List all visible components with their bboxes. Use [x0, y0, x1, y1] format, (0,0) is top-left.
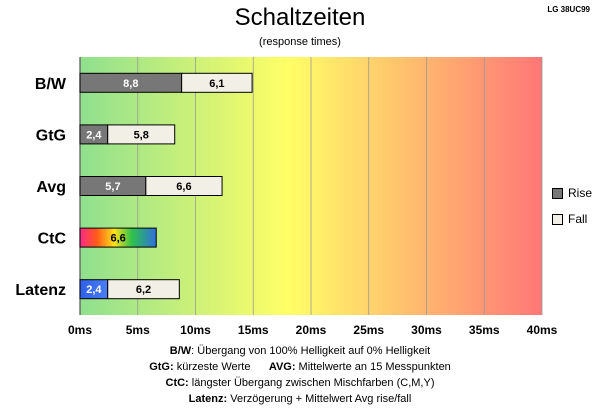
footer-line-latenz: Latenz: Verzögerung + Mittelwert Avg ris… [0, 391, 600, 407]
legend-item-rise: Rise [552, 180, 592, 206]
category-label: CtC [38, 231, 67, 248]
x-tick-label: 35ms [469, 323, 500, 337]
x-tick-label: 25ms [353, 323, 384, 337]
footer-text-avg: Mittelwerte an 15 Messpunkten [295, 361, 451, 373]
bar-rise-label: 6,6 [110, 233, 125, 245]
x-tick-label: 0ms [68, 323, 92, 337]
bar-fall-label: 6,6 [176, 181, 191, 193]
bar-fall-label: 6,2 [136, 284, 151, 296]
bar-rise [79, 227, 157, 248]
response-time-chart: 8,8 6,1 2,4 5,8 5,7 6,6 6,6 2,4 6,2 B/W GtG Avg CtC… [15, 57, 558, 337]
category-label: B/W [35, 76, 67, 93]
footer-line-ctc: CtC: längster Übergang zwischen Mischfar… [0, 375, 600, 391]
footer-text-bw: : Übergang von 100% Helligkeit auf 0% He… [191, 345, 431, 357]
category-label: Avg [36, 179, 66, 196]
footer-key-bw: B/W [169, 345, 192, 357]
x-tick-label: 40ms [527, 323, 558, 337]
fall-swatch-icon [552, 213, 563, 225]
bar-rise-label: 2,4 [86, 284, 102, 296]
x-tick-label: 15ms [238, 323, 269, 337]
chart-subtitle: (response times) [259, 36, 341, 48]
category-labels: B/W GtG Avg CtC Latenz [15, 76, 67, 299]
x-tick-label: 30ms [411, 323, 442, 337]
rise-swatch-icon [552, 187, 563, 199]
legend-rise-label: Rise [568, 186, 593, 200]
bar-fall [181, 72, 253, 93]
bar-fall [107, 279, 180, 300]
footer-key-latenz: Latenz: [188, 393, 228, 405]
footer-line-gtg-avg: GtG: kürzeste Werte AVG: Mittelwerte an … [0, 359, 600, 375]
footer-text-ctc: längster Übergang zwischen Mischfarben (… [188, 377, 435, 389]
monitor-model-label: LG 38UC99 [547, 5, 590, 14]
footer-key-avg: AVG: [268, 361, 296, 373]
footer-key-gtg: GtG: [149, 361, 174, 373]
legend-item-fall: Fall [552, 206, 592, 232]
footer-line-bw: B/W: Übergang von 100% Helligkeit auf 0%… [0, 343, 600, 359]
footer-text-gtg: kürzeste Werte [173, 361, 251, 373]
category-label: GtG [36, 127, 66, 144]
legend: Rise Fall [552, 180, 592, 232]
bar-fall [145, 176, 223, 196]
bar-rise-label: 2,4 [86, 129, 102, 141]
footer-text-latenz: Verzögerung + Mittelwert Avg rise/fall [227, 393, 412, 405]
bar-fall-label: 5,8 [134, 129, 149, 141]
x-tick-label: 20ms [296, 323, 327, 337]
legend-fall-label: Fall [568, 212, 588, 226]
bar-fall-label: 6,1 [209, 78, 224, 90]
bar-rise-label: 8,8 [123, 78, 138, 90]
bar-rise-label: 5,7 [105, 181, 120, 193]
footer-key-ctc: CtC: [165, 377, 189, 389]
x-tick-label: 5ms [126, 323, 150, 337]
footer-notes: B/W: Übergang von 100% Helligkeit auf 0%… [0, 343, 600, 407]
x-tick-labels: 0ms 5ms 10ms 15ms 20ms 25ms 30ms 35ms 40ms [68, 323, 558, 337]
bars: 8,8 6,1 2,4 5,8 5,7 6,6 6,6 2,4 6,2 [79, 72, 253, 300]
category-label: Latenz [15, 282, 66, 299]
bar-fall [107, 124, 176, 145]
chart-title: Schaltzeiten [234, 4, 366, 31]
x-tick-label: 10ms [180, 323, 211, 337]
